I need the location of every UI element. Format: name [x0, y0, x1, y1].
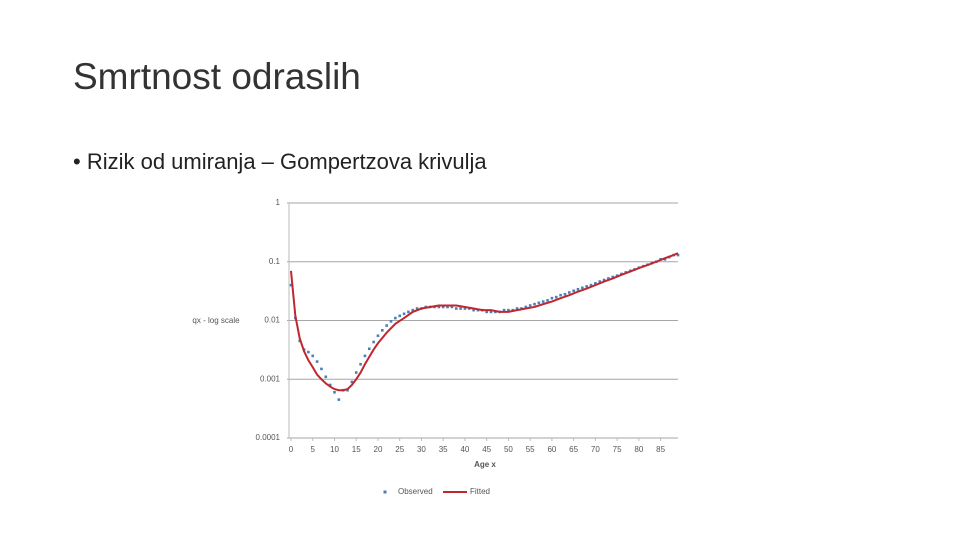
y-tick-label: 1 [276, 198, 281, 207]
observed-point [333, 390, 336, 394]
bullet: • Rizik od umiranja – Gompertzova krivul… [73, 149, 487, 174]
observed-point [307, 350, 310, 354]
observed-point [459, 307, 462, 310]
observed-point [324, 375, 328, 379]
x-axis-label: Age x [474, 460, 496, 469]
observed-point [381, 329, 384, 332]
x-tick-label: 85 [656, 445, 665, 454]
x-tick-label: 25 [395, 445, 404, 454]
fitted-line [290, 252, 679, 392]
observed-point [402, 312, 406, 316]
x-tick-label: 5 [311, 445, 316, 454]
observed-point [415, 307, 419, 310]
observed-point [389, 319, 393, 323]
x-tick-label: 35 [439, 445, 448, 454]
observed-point [398, 314, 402, 318]
observed-point [311, 354, 315, 358]
observed-point [563, 292, 567, 296]
observed-point [524, 305, 528, 309]
observed-point [663, 258, 667, 261]
x-tick-label: 55 [526, 445, 535, 454]
legend-label: Fitted [470, 487, 490, 496]
observed-point [489, 310, 493, 314]
x-tick-label: 45 [482, 445, 491, 454]
observed-point [350, 380, 354, 384]
observed-point [546, 299, 549, 302]
observed-point [376, 334, 380, 338]
y-tick-label: 0.01 [264, 316, 280, 325]
x-tick-label: 75 [613, 445, 622, 454]
observed-point [446, 305, 449, 309]
observed-point [611, 275, 615, 279]
observed-point [607, 277, 610, 280]
observed-point [441, 305, 445, 309]
x-tick-label: 15 [352, 445, 361, 454]
x-tick-label: 70 [591, 445, 600, 454]
observed-point [528, 304, 532, 307]
bullet-text: Rizik od umiranja – Gompertzova krivulja [86, 149, 487, 174]
observed-point [346, 388, 349, 392]
observed-point [589, 283, 593, 287]
observed-point [354, 371, 358, 374]
x-tick-label: 50 [504, 445, 513, 454]
observed-point [385, 324, 388, 327]
observed-point [602, 278, 606, 282]
x-tick-label: 60 [547, 445, 556, 454]
observed-point [411, 308, 415, 312]
observed-point [372, 340, 375, 344]
x-tick-label: 20 [374, 445, 383, 454]
observed-point [576, 287, 580, 291]
observed-point [437, 305, 441, 309]
x-tick-label: 40 [460, 445, 469, 454]
observed-point [463, 307, 467, 310]
observed-point [676, 253, 680, 257]
observed-point [572, 289, 575, 293]
observed-point [559, 293, 562, 297]
y-tick-label: 0.001 [260, 374, 281, 383]
observed-point [581, 286, 584, 290]
x-tick-label: 10 [330, 445, 339, 454]
observed-point [328, 383, 332, 387]
observed-point [363, 354, 367, 358]
observed-point [515, 307, 519, 310]
observed-point [585, 285, 588, 288]
legend-label: Observed [398, 487, 433, 496]
x-tick-label: 0 [289, 445, 294, 454]
observed-point [289, 283, 293, 287]
observed-point [598, 280, 602, 283]
observed-point [554, 295, 558, 299]
observed-point [567, 291, 571, 294]
x-tick-label: 80 [634, 445, 643, 454]
y-axis-label: qx - log scale [192, 316, 240, 325]
observed-point [320, 367, 323, 371]
y-tick-label: 0.1 [269, 257, 281, 266]
observed-point [533, 302, 536, 306]
y-tick-label: 0.0001 [256, 433, 281, 442]
slide-title: Smrtnost odraslih [73, 56, 361, 97]
observed-point [450, 305, 454, 309]
observed-point [407, 310, 410, 314]
observed-point [502, 308, 506, 312]
observed-point [394, 316, 397, 320]
observed-point [315, 360, 319, 363]
observed-point [550, 296, 554, 300]
observed-point [541, 300, 545, 303]
observed-point [337, 398, 341, 401]
observed-point [537, 301, 541, 305]
observed-point [507, 308, 510, 312]
observed-point [367, 347, 371, 351]
observed-point [594, 281, 597, 285]
observed-point [472, 308, 475, 312]
x-tick-label: 30 [417, 445, 426, 454]
x-tick-label: 65 [569, 445, 578, 454]
observed-point [485, 310, 488, 314]
observed-point [454, 307, 458, 310]
legend-marker [383, 490, 387, 494]
observed-point [359, 362, 362, 366]
